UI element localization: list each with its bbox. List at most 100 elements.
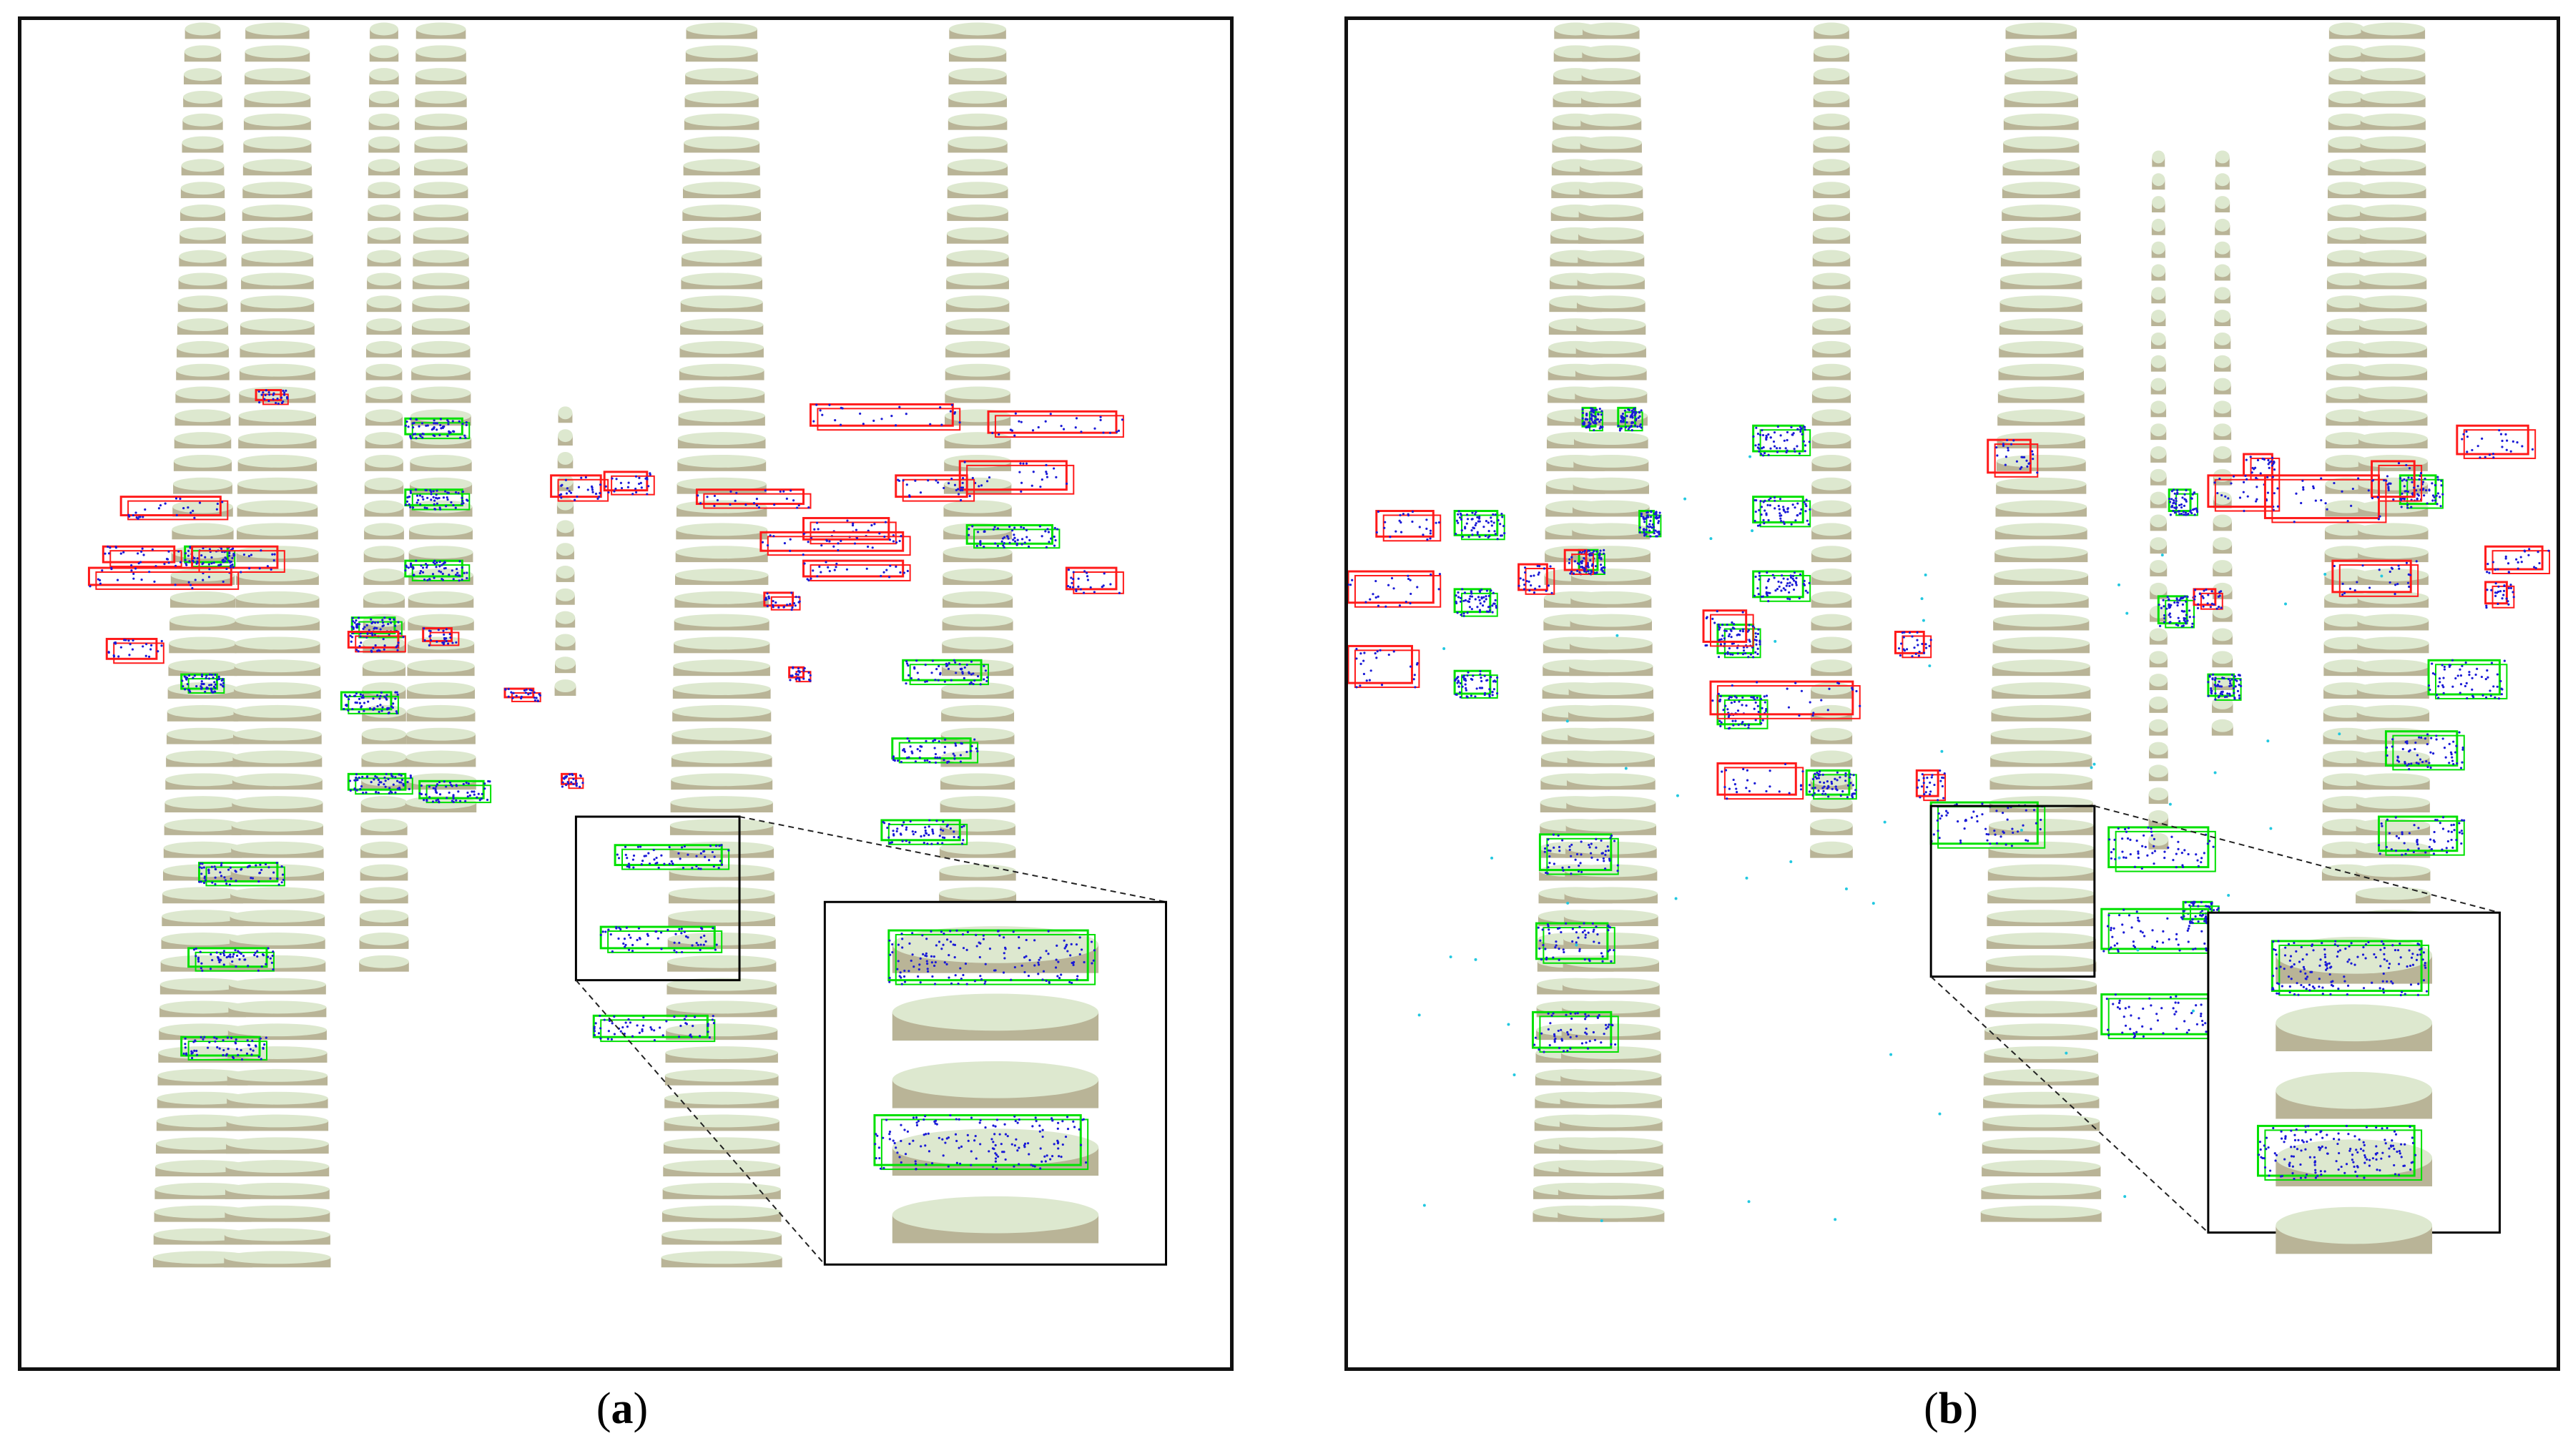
noise-point bbox=[1624, 767, 1628, 770]
noise-point bbox=[2323, 572, 2327, 576]
true-detection-box bbox=[1752, 424, 1811, 457]
noise-point bbox=[1928, 664, 1932, 668]
noise-point bbox=[2284, 602, 2288, 606]
false-detection-box bbox=[2371, 460, 2423, 502]
noise-point bbox=[1442, 647, 1446, 651]
caption-b: (b) bbox=[1924, 1384, 1978, 1433]
true-detection-box bbox=[1805, 769, 1857, 800]
noise-point bbox=[1924, 573, 1927, 576]
noise-point bbox=[1889, 1053, 1893, 1056]
stem-6 bbox=[554, 406, 576, 696]
noise-point bbox=[2136, 948, 2140, 952]
false-detection-box bbox=[347, 631, 406, 653]
true-detection-box bbox=[1638, 510, 1662, 538]
false-detection-box bbox=[759, 531, 911, 556]
inset-detection-box bbox=[2271, 940, 2430, 997]
true-detection-box bbox=[1453, 669, 1499, 699]
noise-point bbox=[1507, 1023, 1510, 1026]
false-detection-box bbox=[1375, 510, 1442, 542]
zoom-region bbox=[574, 815, 741, 982]
noise-point bbox=[1883, 820, 1886, 824]
true-detection-box bbox=[2157, 595, 2195, 629]
stem-0 bbox=[152, 22, 253, 1268]
true-detection-box bbox=[965, 523, 1061, 549]
noise-point bbox=[1417, 1013, 1421, 1017]
false-detection-box bbox=[788, 666, 812, 683]
true-detection-box bbox=[418, 779, 492, 804]
true-detection-box bbox=[2427, 659, 2508, 700]
false-detection-box bbox=[763, 591, 801, 611]
true-detection-box bbox=[198, 862, 285, 887]
true-detection-box bbox=[1752, 570, 1811, 603]
false-detection-box bbox=[503, 687, 541, 702]
true-detection-box bbox=[1752, 496, 1811, 528]
stem-1 bbox=[1558, 22, 1665, 1222]
caption-b-label: b bbox=[1938, 1384, 1964, 1433]
true-detection-box bbox=[2100, 907, 2216, 954]
noise-point bbox=[1834, 1218, 1837, 1221]
false-detection-box bbox=[695, 488, 812, 509]
false-detection-box bbox=[2456, 424, 2537, 459]
noise-point bbox=[1566, 901, 1570, 905]
noise-point bbox=[1751, 529, 1754, 533]
true-detection-box bbox=[2377, 815, 2466, 856]
true-detection-box bbox=[404, 488, 471, 511]
false-detection-box bbox=[958, 460, 1075, 495]
caption-a-label: a bbox=[611, 1384, 634, 1433]
false-detection-box bbox=[255, 389, 289, 405]
zoom-connector bbox=[575, 979, 826, 1265]
false-detection-box bbox=[1987, 438, 2039, 478]
false-detection-box bbox=[802, 559, 911, 582]
noise-point bbox=[1490, 856, 1494, 860]
true-detection-box bbox=[880, 819, 968, 845]
true-detection-box bbox=[614, 844, 730, 870]
false-detection-box bbox=[1065, 566, 1124, 594]
true-detection-box bbox=[180, 673, 225, 694]
noise-point bbox=[1512, 1073, 1516, 1076]
zoom-connector bbox=[2094, 805, 2500, 914]
false-detection-box bbox=[561, 772, 584, 790]
stem-7 bbox=[2211, 150, 2233, 736]
false-detection-box bbox=[2193, 588, 2223, 610]
panel-a-figure bbox=[18, 16, 1234, 1371]
noise-point bbox=[2227, 894, 2230, 897]
true-detection-box bbox=[1716, 624, 1761, 659]
stem-1 bbox=[224, 22, 331, 1268]
noise-point bbox=[1940, 749, 1944, 753]
true-detection-box bbox=[1535, 922, 1615, 964]
true-detection-box bbox=[891, 737, 979, 764]
noise-point bbox=[1938, 1112, 1942, 1116]
true-detection-box bbox=[599, 925, 723, 954]
noise-point bbox=[1422, 1204, 1426, 1207]
true-detection-box bbox=[592, 1014, 716, 1043]
false-detection-box bbox=[1894, 631, 1932, 659]
zoom-inset bbox=[823, 900, 1168, 1266]
noise-point bbox=[2338, 732, 2341, 736]
stem-3 bbox=[1980, 22, 2102, 1222]
stem-2 bbox=[1810, 22, 1853, 858]
noise-point bbox=[2020, 828, 2023, 832]
false-detection-box bbox=[1517, 563, 1555, 595]
true-detection-box bbox=[2384, 730, 2465, 771]
noise-point bbox=[1474, 958, 1477, 961]
false-detection-box bbox=[105, 637, 164, 664]
noise-point bbox=[1615, 634, 1619, 637]
true-detection-box bbox=[2399, 474, 2444, 509]
true-detection-box bbox=[1716, 694, 1768, 730]
noise-point bbox=[1676, 794, 1679, 797]
false-detection-box bbox=[987, 410, 1124, 438]
false-detection-box bbox=[895, 474, 975, 502]
noise-point bbox=[1683, 497, 1687, 501]
false-detection-box bbox=[809, 403, 961, 431]
noise-point bbox=[1600, 1219, 1603, 1223]
false-detection-box bbox=[1716, 762, 1804, 800]
stem-2 bbox=[359, 22, 409, 972]
noise-point bbox=[2269, 827, 2273, 830]
stem-5 bbox=[938, 22, 1017, 949]
inset-detection-box bbox=[887, 929, 1096, 985]
noise-point bbox=[2266, 739, 2270, 743]
noise-point bbox=[2191, 1009, 2195, 1013]
stem-6 bbox=[2148, 150, 2169, 850]
true-detection-box bbox=[902, 659, 989, 686]
true-detection-box bbox=[2107, 826, 2216, 872]
